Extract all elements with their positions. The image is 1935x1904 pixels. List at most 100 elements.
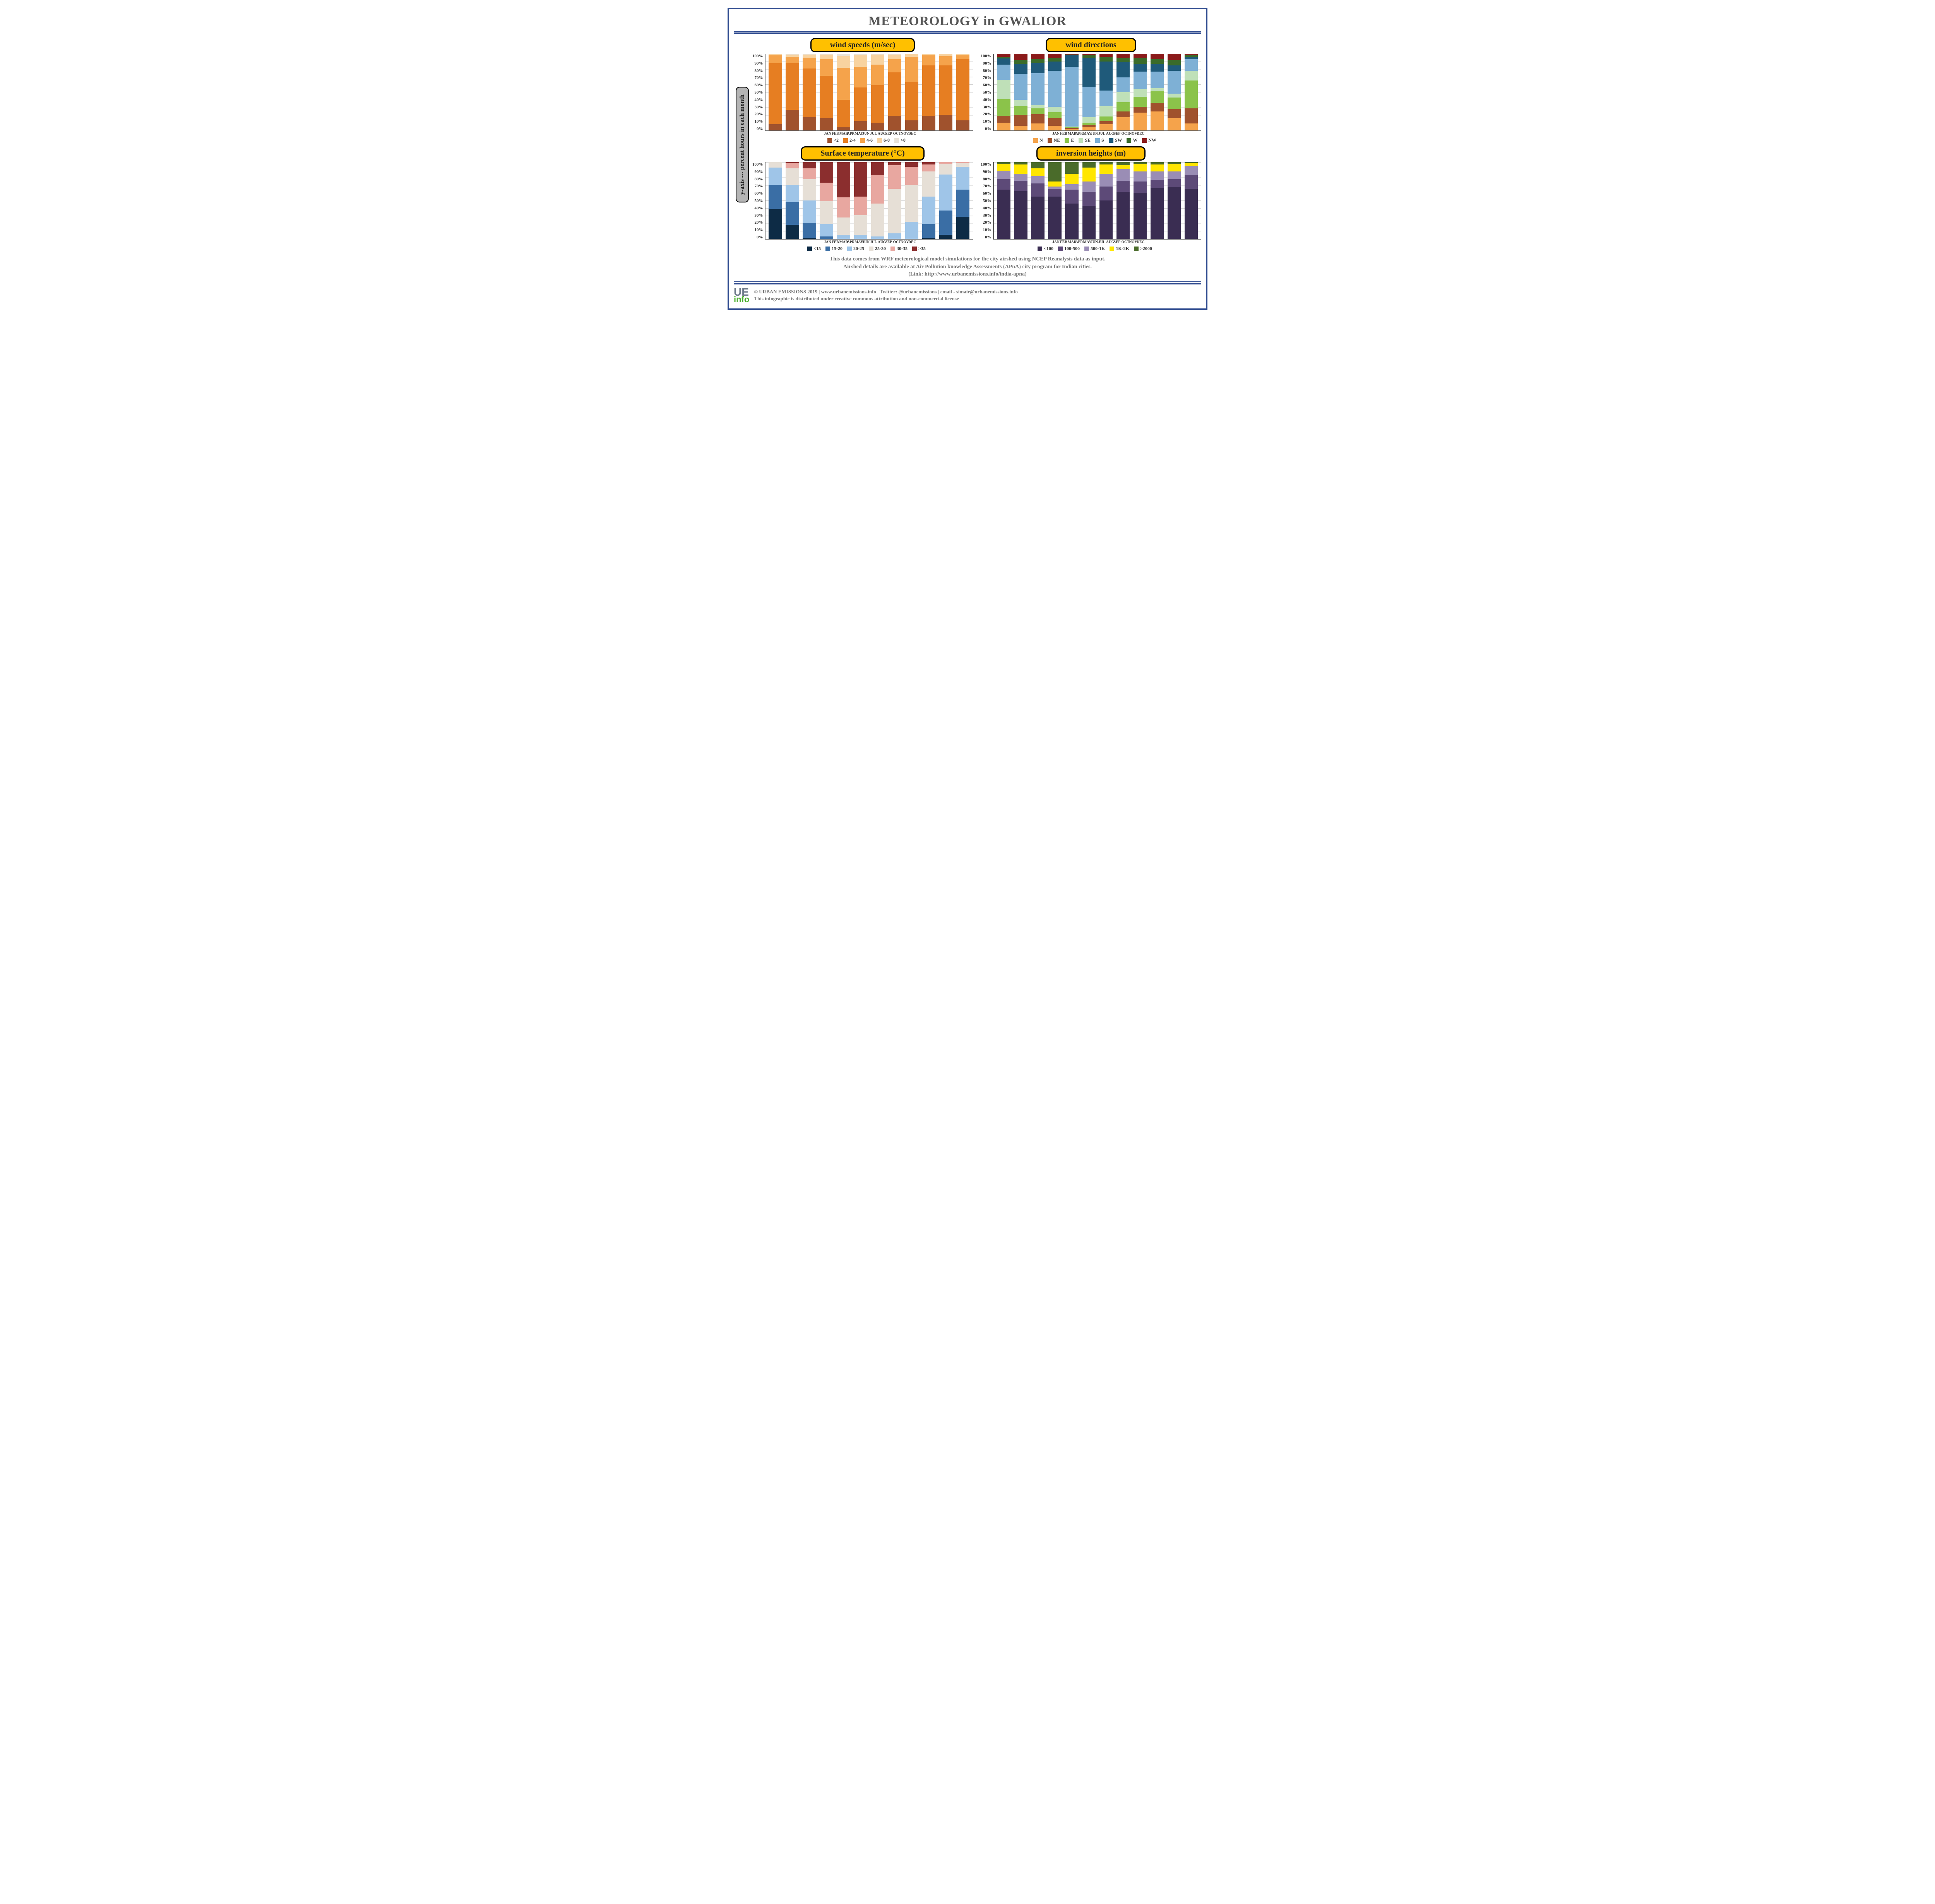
chart-inversion-heights: inversion heights (m)100%90%80%70%60%50%…	[981, 146, 1201, 252]
chart-title: wind directions	[1046, 38, 1136, 52]
bar-segment	[905, 185, 918, 222]
legend-swatch	[1048, 138, 1052, 143]
xtick-label: APR	[847, 132, 853, 136]
bar-segment	[837, 217, 850, 235]
chart-wind-directions: wind directions100%90%80%70%60%50%40%30%…	[981, 38, 1201, 143]
bar-segment	[1134, 113, 1147, 130]
bar-segment	[1065, 174, 1078, 185]
legend-item: NW	[1142, 137, 1156, 143]
legend-item: 20-25	[847, 246, 864, 252]
bar-segment	[1014, 191, 1027, 239]
bar-segment	[1151, 54, 1164, 59]
bar-segment	[888, 116, 901, 130]
legend-label: 4-6	[866, 137, 873, 143]
legend-label: >8	[901, 137, 906, 143]
ytick-label: 50%	[983, 90, 991, 95]
legend-swatch	[1110, 247, 1114, 251]
legend-row: <100100-500500-1K1K-2K>2000	[1030, 246, 1152, 252]
xtick-label: AUG	[1106, 132, 1112, 136]
bar-segment	[1099, 187, 1113, 200]
legend-item: <2	[827, 137, 839, 143]
bar-segment	[922, 164, 935, 171]
bar-segment	[786, 225, 799, 239]
bar-segment	[1185, 189, 1198, 239]
bar-segment	[769, 124, 782, 130]
bar-segment	[1065, 129, 1078, 130]
bar-segment	[905, 57, 918, 82]
legend-label: 25-30	[875, 246, 886, 252]
bar-segment	[1116, 165, 1130, 169]
xtick-label: SEP	[885, 132, 891, 136]
bar-segment	[1082, 127, 1096, 130]
bar-segment	[1116, 192, 1130, 239]
stacked-bar	[786, 162, 799, 239]
legend-label: 2-4	[849, 137, 856, 143]
legend-label: 500-1K	[1091, 246, 1105, 252]
bar-segment	[854, 87, 867, 121]
legend-label: 20-25	[853, 246, 864, 252]
bar-segment	[854, 235, 867, 239]
bar-segment	[1168, 187, 1181, 239]
bar-segment	[803, 223, 816, 238]
ytick-label: 30%	[755, 213, 763, 218]
bar-segment	[1031, 176, 1044, 184]
bar-segment	[939, 115, 952, 130]
ytick-label: 40%	[755, 206, 763, 211]
bar-segment	[1116, 58, 1130, 62]
ytick-label: 90%	[755, 170, 763, 174]
xtick-label: OCT	[1122, 240, 1127, 244]
ytick-label: 60%	[755, 191, 763, 196]
bar-segment	[922, 224, 935, 238]
bar-segment	[769, 168, 782, 185]
legend-swatch	[1134, 247, 1139, 251]
xtick-label: DEC	[1137, 132, 1142, 136]
ytick-label: 50%	[755, 90, 763, 95]
ytick-label: 70%	[755, 184, 763, 188]
bar-segment	[997, 116, 1010, 123]
bar-segment	[1134, 164, 1147, 171]
bar-segment	[820, 162, 833, 183]
ytick-label: 60%	[983, 83, 991, 87]
xtick-label: MAR	[839, 132, 845, 136]
bar-segment	[1099, 200, 1113, 239]
ytick-label: 60%	[755, 83, 763, 87]
xtick-label: JUL	[870, 240, 876, 244]
bar-segment	[1185, 163, 1198, 166]
legend-swatch	[1142, 138, 1147, 143]
bar-segment	[1168, 94, 1181, 98]
legend-label: 1K-2K	[1116, 246, 1129, 252]
bar-segment	[997, 190, 1010, 239]
ytick-label: 100%	[752, 54, 763, 58]
footnote-line: (Link: http://www.urbanemissions.info/in…	[734, 271, 1201, 278]
legend-swatch	[827, 138, 832, 143]
bar-segment	[1031, 63, 1044, 73]
bar-segment	[1168, 164, 1181, 171]
stacked-bar	[1185, 54, 1198, 130]
chart-title: inversion heights (m)	[1036, 146, 1146, 161]
bar-segment	[922, 238, 935, 239]
bar-segment	[1082, 192, 1096, 206]
xtick-label: NOV	[1129, 240, 1135, 244]
legend-swatch	[1038, 247, 1042, 251]
stacked-bar	[854, 162, 867, 239]
bar-segment	[1014, 164, 1027, 174]
bar-segment	[1065, 55, 1078, 67]
legend-swatch	[1079, 138, 1083, 143]
ytick-label: 20%	[983, 112, 991, 116]
legend-item: 4-6	[860, 137, 873, 143]
bar-segment	[997, 99, 1010, 116]
stacked-bar	[1031, 54, 1044, 130]
bar-segment	[888, 189, 901, 233]
bar-segment	[1134, 58, 1147, 64]
legend-label: SE	[1085, 137, 1091, 143]
bar-segment	[1048, 54, 1061, 58]
chart-surface-temp: Surface temperature (°C)100%90%80%70%60%…	[752, 146, 973, 252]
bar-segment	[1014, 100, 1027, 106]
bar-segment	[1151, 180, 1164, 188]
xtick-label: JAN	[1052, 240, 1058, 244]
rule-bottom-thick	[734, 283, 1201, 284]
bar-segment	[820, 183, 833, 201]
stacked-bar	[1151, 54, 1164, 130]
stacked-bar	[769, 54, 782, 130]
bar-segment	[1099, 116, 1113, 121]
